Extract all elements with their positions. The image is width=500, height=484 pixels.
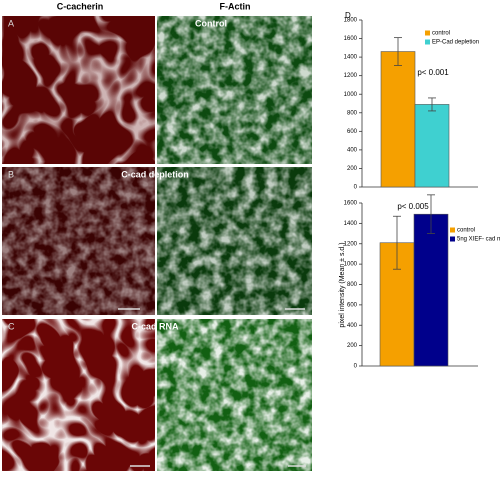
y-tick-label: 600 [347,302,358,308]
legend-swatch [450,227,455,233]
column-title: C-cacherin [57,1,104,11]
y-tick-label: 400 [347,147,358,153]
panel-letter: A [8,18,14,28]
y-tick-label: 0 [354,185,358,191]
y-tick-label: 1800 [344,18,358,24]
micrograph-texture [2,167,155,315]
panel-letter: B [8,169,14,179]
y-tick-label: 800 [347,282,358,288]
panel-label: C-cad depletion [121,169,189,179]
y-tick-label: 400 [347,323,358,329]
bar [414,104,450,188]
y-tick-label: 1600 [344,201,358,207]
legend-label: 5ng XIEF- cad mRNA [457,237,500,243]
legend-label: control [457,228,475,234]
y-tick-label: 1000 [344,92,358,98]
panel-label: Control [195,18,227,28]
micrographs [2,16,312,471]
y-tick-label: 0 [354,364,358,370]
y-tick-label: 200 [347,343,358,349]
micrograph-texture [157,319,312,471]
y-tick-label: 1200 [344,241,358,247]
y-tick-label: 1200 [344,73,358,79]
panel-label: C-cad RNA [131,321,179,331]
micrograph-texture [157,16,312,164]
bar [380,51,416,188]
annotation: p< 0.001 [417,68,449,77]
column-title: F-Actin [220,1,251,11]
panel-letter: D [345,11,351,20]
y-tick-label: 1000 [344,262,358,268]
micrograph-texture [2,16,155,164]
y-tick-label: 1400 [344,55,358,61]
y-tick-label: 800 [347,110,358,116]
micrograph-texture [157,167,312,315]
micrograph-texture [2,319,155,471]
panel-letter: C [8,321,15,331]
y-tick-label: 200 [347,166,358,172]
y-axis-label: pixel intensity (Mean ± s.d.) [339,242,346,327]
legend-label: EP-Cad depletion [432,40,479,46]
annotation: p< 0.005 [397,202,429,211]
legend-swatch [425,30,430,36]
legend-swatch [450,236,455,242]
y-tick-label: 1600 [344,36,358,42]
legend-swatch [425,39,430,45]
bar [413,213,449,367]
y-tick-label: 1400 [344,221,358,227]
y-tick-label: 600 [347,129,358,135]
legend-label: control [432,31,450,37]
